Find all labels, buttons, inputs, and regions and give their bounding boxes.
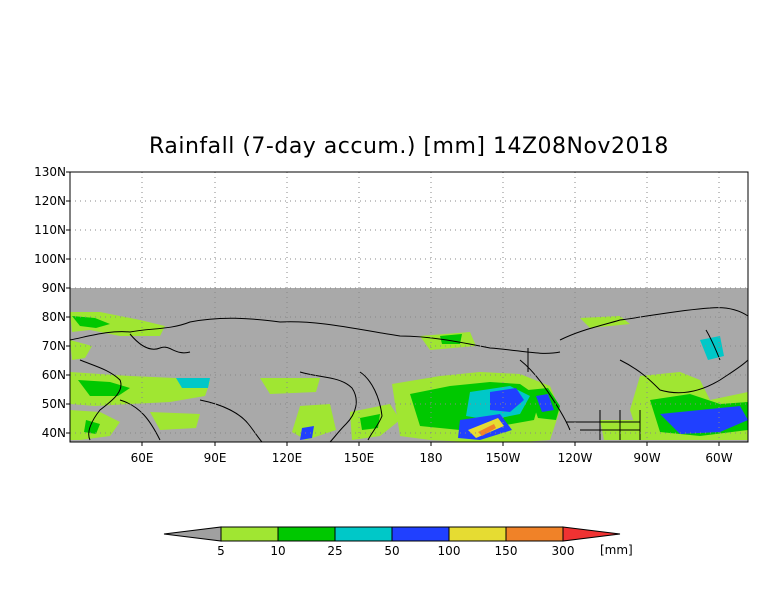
lat-label: 50N xyxy=(41,397,66,411)
rain-patch xyxy=(78,380,130,396)
colorbar-segment xyxy=(334,526,393,542)
coastlines xyxy=(69,307,749,443)
lon-label: 90W xyxy=(633,451,661,465)
lon-label: 60E xyxy=(130,451,154,465)
rain-patch xyxy=(660,406,748,434)
lat-label: 70N xyxy=(41,339,66,353)
lat-label: 60N xyxy=(41,368,66,382)
lon-label: 180 xyxy=(419,451,443,465)
lat-label: 110N xyxy=(34,223,66,237)
colorbar-label: 150 xyxy=(494,544,518,558)
colorbar-segment xyxy=(448,526,507,542)
tick-marks xyxy=(66,171,720,446)
lon-label: 150E xyxy=(343,451,375,465)
colorbar xyxy=(163,526,621,542)
colorbar-label: 100 xyxy=(437,544,461,558)
lon-label: 120E xyxy=(271,451,303,465)
colorbar-label: 5 xyxy=(217,544,225,558)
rain-patch xyxy=(490,388,524,412)
colorbar-label: 50 xyxy=(384,544,400,558)
colorbar-segment-under xyxy=(163,526,222,542)
lat-label: 40N xyxy=(41,426,66,440)
rain-patch xyxy=(580,316,630,328)
colorbar-unit: [mm] xyxy=(600,543,633,557)
lat-label: 100N xyxy=(34,252,66,266)
rain-patch xyxy=(176,378,210,388)
map-panel xyxy=(66,171,749,446)
rain-patch xyxy=(72,316,110,328)
colorbar-segment xyxy=(220,526,279,542)
rain-patch xyxy=(300,426,314,440)
colorbar-segment xyxy=(277,526,336,542)
lat-label: 130N xyxy=(34,165,66,179)
lat-label: 120N xyxy=(34,194,66,208)
lon-label: 120W xyxy=(557,451,593,465)
rain-patch xyxy=(478,424,496,436)
lon-label: 150W xyxy=(485,451,521,465)
rain-patch xyxy=(84,420,100,434)
rainfall-field xyxy=(70,312,748,442)
rain-patch xyxy=(360,414,380,430)
lon-label: 90E xyxy=(203,451,227,465)
colorbar-label: 10 xyxy=(270,544,286,558)
colorbar-label: 300 xyxy=(551,544,575,558)
colorbar-segment-over xyxy=(562,526,621,542)
colorbar-segment xyxy=(391,526,450,542)
rain-patch xyxy=(260,378,320,394)
map-title: Rainfall (7-day accum.) [mm] 14Z08Nov201… xyxy=(149,134,669,159)
rain-patch xyxy=(150,412,200,430)
colorbar-segment xyxy=(505,526,564,542)
grid-lines xyxy=(70,172,748,442)
lon-label: 60W xyxy=(705,451,733,465)
lat-label: 80N xyxy=(41,310,66,324)
rain-patch xyxy=(70,340,92,360)
rain-patch xyxy=(536,394,554,412)
colorbar-label: 25 xyxy=(327,544,343,558)
map-frame xyxy=(69,171,749,443)
rain-patch xyxy=(70,372,210,406)
lat-label: 90N xyxy=(41,281,66,295)
